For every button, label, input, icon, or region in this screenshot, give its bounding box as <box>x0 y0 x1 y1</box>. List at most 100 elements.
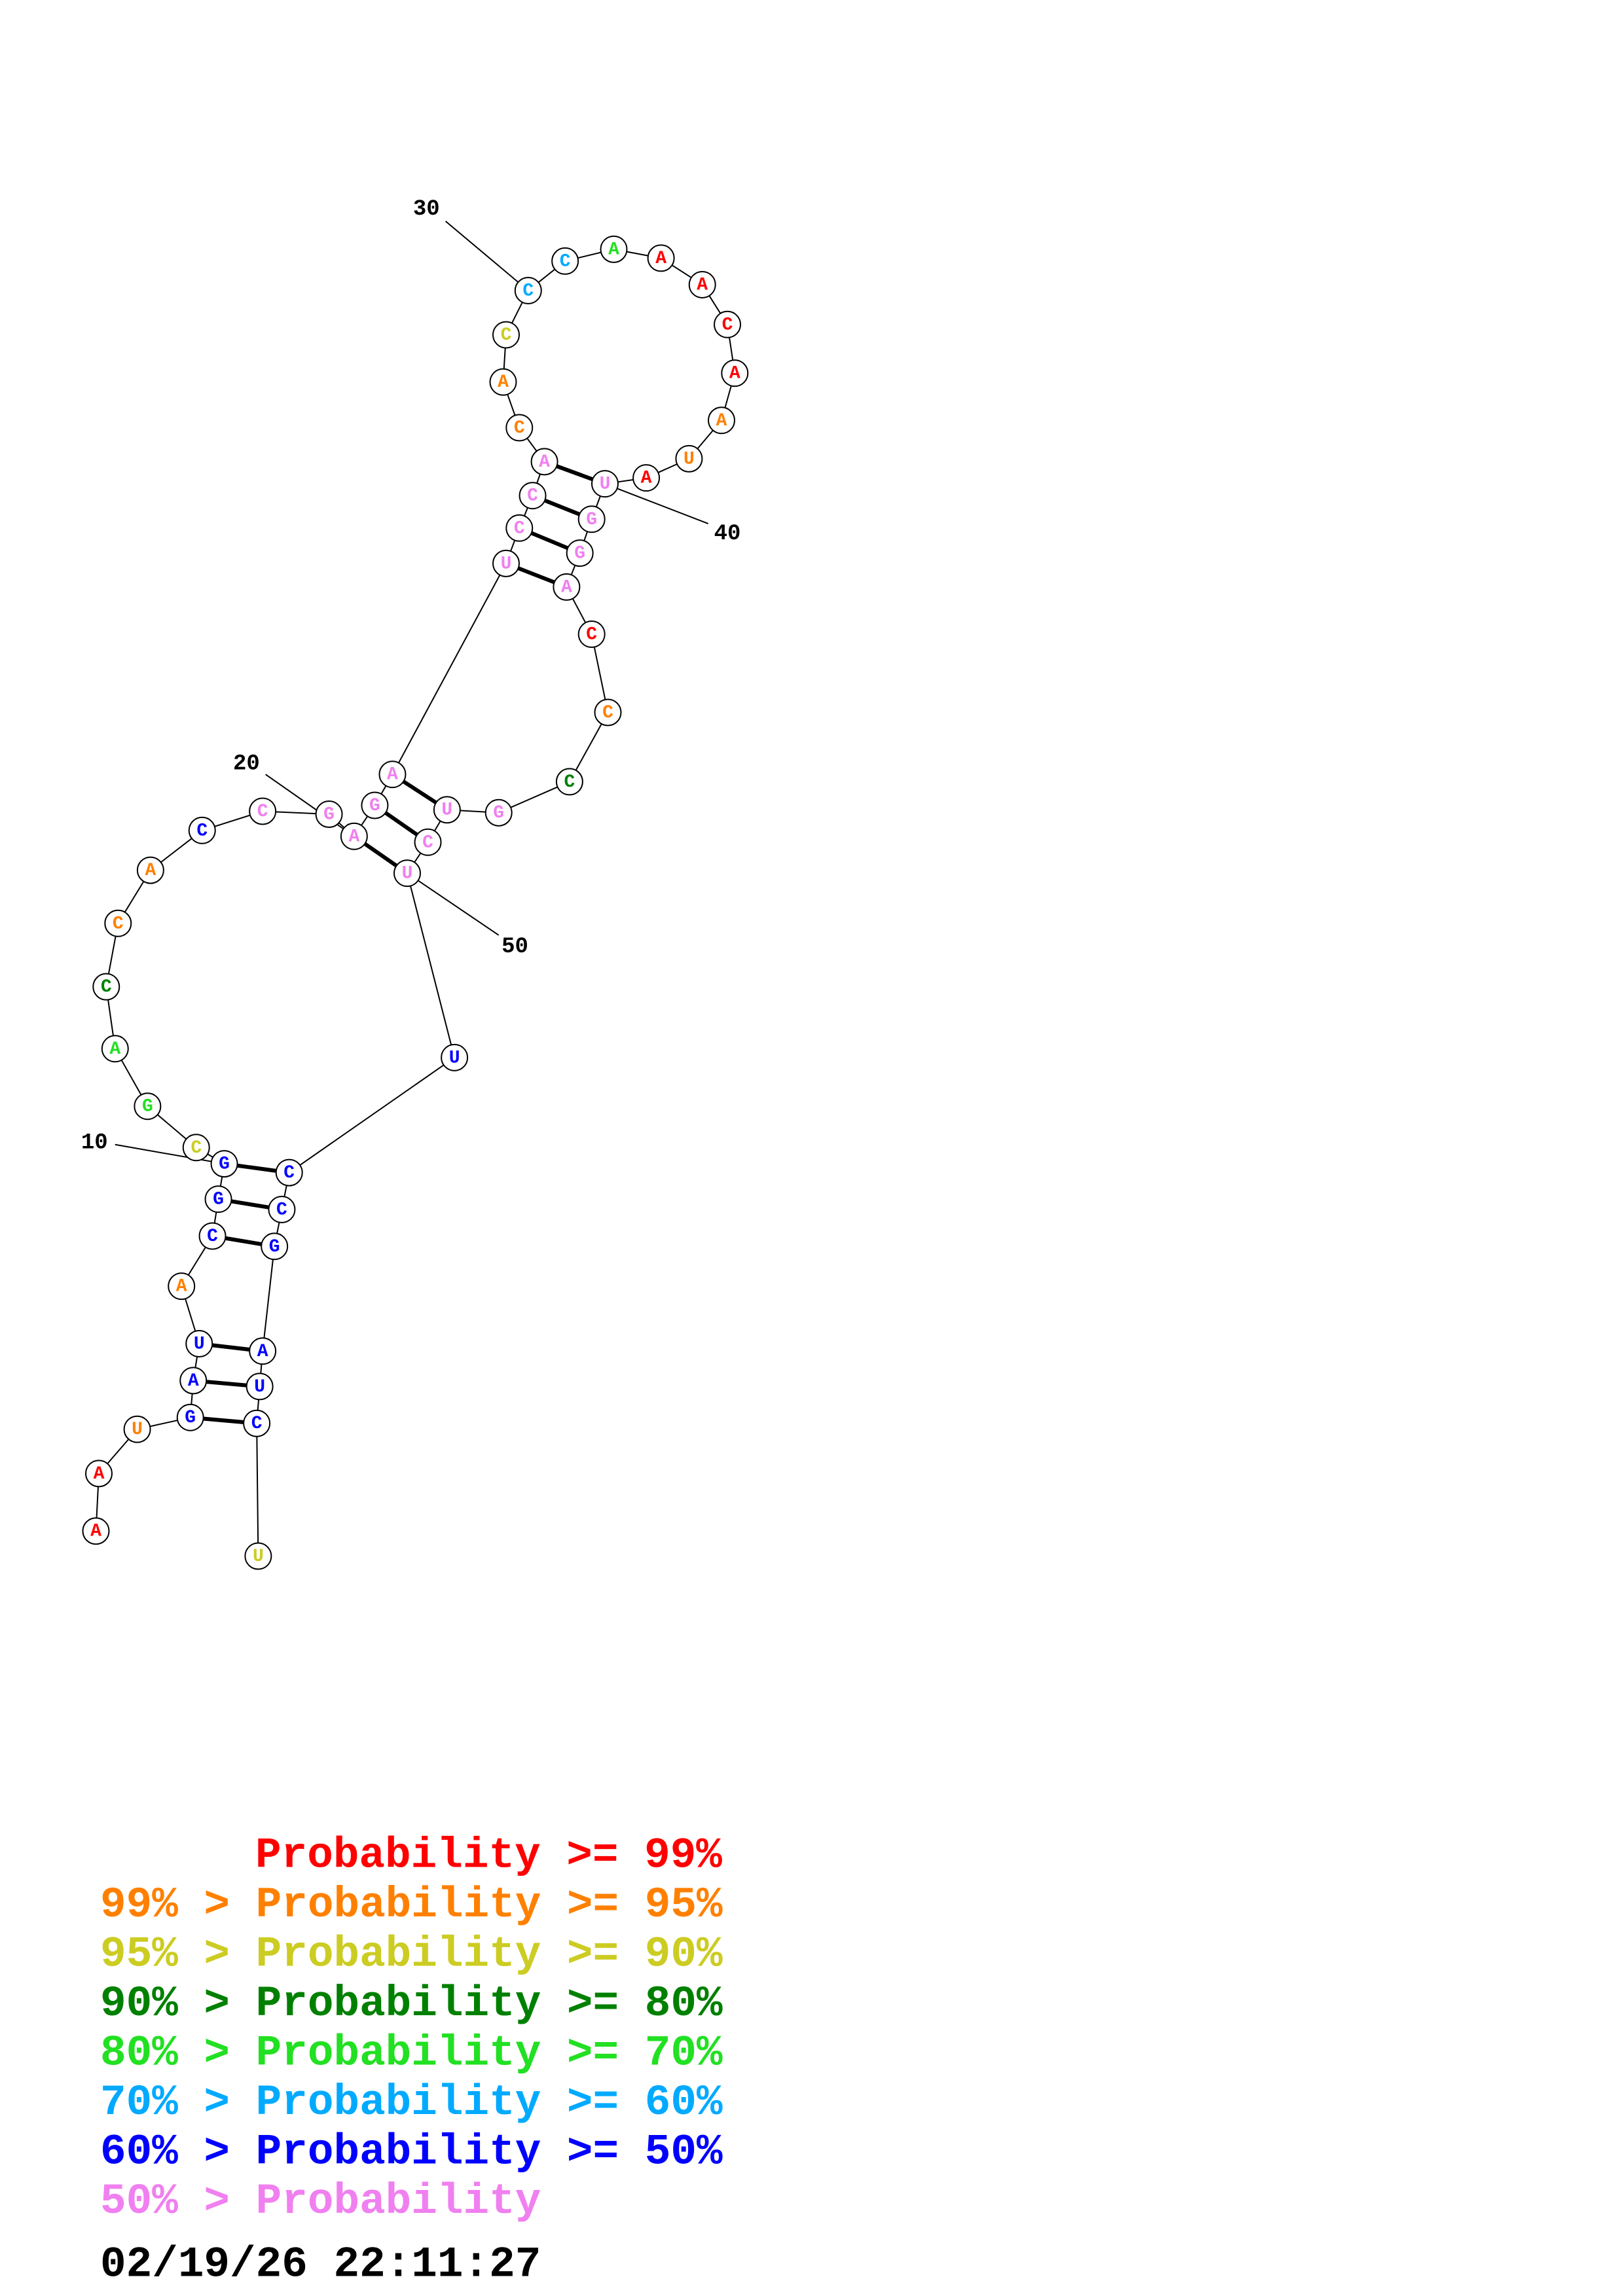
nucleotide-letter: G <box>493 803 504 823</box>
nucleotide-circle <box>577 620 606 649</box>
nucleotide-letter: A <box>188 1371 199 1391</box>
nucleotide-letter: A <box>539 452 550 473</box>
nucleotide-letter: A <box>348 827 359 847</box>
backbone-link <box>407 872 456 1058</box>
nucleotide-letter: C <box>522 281 534 301</box>
nucleotide-letter: A <box>729 364 740 384</box>
legend-entry: 60% > Probability >= 50% <box>100 2128 723 2177</box>
legend-entry: 90% > Probability >= 80% <box>100 1979 723 2028</box>
position-label: 10 <box>81 1131 108 1156</box>
nucleotide-letter: C <box>101 977 112 997</box>
nucleotide-circle <box>249 797 277 825</box>
nucleotide-circle <box>244 1542 272 1570</box>
nucleotide-circle <box>721 359 749 387</box>
nucleotide-circle <box>414 828 442 856</box>
nucleotide-letter: A <box>109 1039 120 1060</box>
nucleotide-letter: A <box>176 1277 187 1297</box>
nucleotide-letter: C <box>422 833 433 853</box>
nucleotide-circle <box>688 270 716 298</box>
nucleotide-circle <box>179 1367 208 1395</box>
nucleotide-letter: U <box>441 800 452 821</box>
nucleotide-letter: C <box>113 914 124 934</box>
nucleotide-circle <box>555 768 583 796</box>
legend-entry: Probability >= 99% <box>255 1831 722 1880</box>
nucleotide-circle <box>101 1035 129 1063</box>
backbone-link <box>256 1423 259 1556</box>
nucleotide-circle <box>168 1272 196 1300</box>
nucleotide-circle <box>600 235 628 263</box>
nucleotide-circle <box>553 573 581 601</box>
nucleotide-circle <box>378 761 407 789</box>
base-pairs <box>190 459 606 1426</box>
nucleotide-letter: C <box>196 821 208 841</box>
nucleotide-letter: C <box>251 1414 263 1434</box>
nucleotide-circle <box>577 505 606 533</box>
nucleotide-letter: G <box>323 804 335 825</box>
nucleotide-letter: A <box>561 577 572 598</box>
nucleotide-letter: A <box>90 1522 101 1542</box>
nucleotide-letter: G <box>185 1408 196 1428</box>
nucleotide-letter: U <box>194 1335 205 1355</box>
nucleotide-circle <box>134 1092 162 1121</box>
nucleotide-letter: U <box>253 1547 264 1567</box>
position-label: 50 <box>501 935 528 960</box>
nucleotide-circle <box>261 1232 289 1261</box>
nucleotide-circle <box>505 414 534 442</box>
nucleotide-letter: C <box>514 518 525 539</box>
nucleotide-letter: G <box>142 1097 153 1117</box>
nucleotide-circle <box>188 816 216 844</box>
nucleotide-circle <box>675 444 703 473</box>
nucleotide-letter: A <box>697 275 708 295</box>
label-leader <box>604 483 709 524</box>
nucleotide-circle <box>136 856 164 884</box>
backbone-link <box>262 1246 276 1352</box>
nucleotide-letter: C <box>602 703 613 723</box>
nucleotide-circle <box>519 482 547 510</box>
nucleotide-circle <box>632 464 661 492</box>
position-label: 20 <box>233 751 260 776</box>
nucleotide-circle <box>104 909 132 937</box>
label-leader <box>115 1143 225 1165</box>
nucleotide-letter: U <box>501 554 512 574</box>
nucleotide-circle <box>340 822 368 850</box>
nucleotide-letter: C <box>564 772 575 793</box>
backbone-link <box>289 1057 455 1174</box>
nucleotide-circle <box>530 448 558 476</box>
nucleotide-circle <box>441 1043 469 1071</box>
timestamp: 02/19/26 22:11:27 <box>100 2240 541 2289</box>
label-leader <box>265 774 355 837</box>
nucleotide-circle <box>489 368 517 396</box>
nucleotide-circle <box>185 1330 213 1358</box>
nucleotide-circle <box>514 276 542 304</box>
nucleotide-circle <box>647 244 675 272</box>
position-labels: 10 20 30 40 50 <box>81 197 741 1165</box>
legend-entry: 80% > Probability >= 70% <box>100 2029 723 2078</box>
nucleotide-letter: C <box>527 486 538 507</box>
nucleotide-circle <box>361 791 389 819</box>
nucleotide-letter: A <box>94 1464 105 1484</box>
nucleotide-letter: A <box>145 861 156 881</box>
legend-entry: 70% > Probability >= 60% <box>100 2078 723 2127</box>
nucleotide-letter: U <box>254 1377 265 1397</box>
nucleotide-letter: C <box>257 802 268 822</box>
nucleotide-circle <box>505 514 534 542</box>
nucleotide-letter: C <box>722 315 733 335</box>
nucleotide-letter: U <box>684 449 695 469</box>
nucleotide-circle <box>714 310 742 338</box>
label-leader <box>407 872 500 936</box>
nucleotide-letter: G <box>586 510 597 530</box>
nucleotide-letter: A <box>655 249 666 269</box>
position-label: 40 <box>714 522 741 547</box>
nucleotide-circle <box>393 859 421 888</box>
nucleotide-circle <box>268 1195 296 1223</box>
nucleotide-letter: C <box>586 625 597 645</box>
nucleotide-letter: U <box>132 1420 143 1440</box>
nucleotide-circle <box>176 1403 204 1431</box>
nucleotide-circle <box>92 973 120 1001</box>
nucleotide-letter: U <box>402 864 413 884</box>
label-leader <box>445 221 529 291</box>
nucleotide-circle <box>433 796 461 824</box>
nucleotide-circle <box>492 549 520 577</box>
nucleotide-letter: U <box>449 1048 460 1068</box>
